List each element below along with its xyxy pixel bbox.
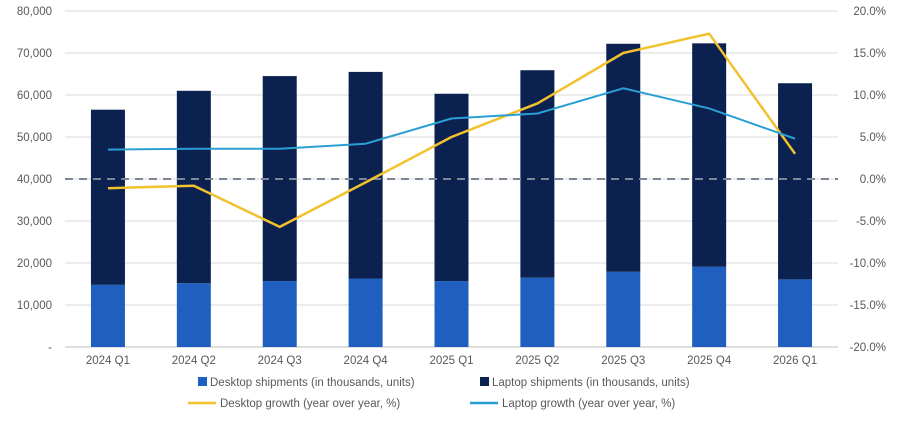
bar-desktop-shipments — [348, 278, 383, 347]
bar-laptop-shipments — [606, 43, 641, 272]
y-left-tick-label: 60,000 — [17, 90, 52, 102]
x-tick-label: 2024 Q1 — [86, 355, 130, 367]
y-left-tick-label: 40,000 — [17, 174, 52, 186]
x-tick-label: 2024 Q2 — [172, 355, 216, 367]
y-right-tick-label: 15.0% — [853, 48, 886, 60]
bar-desktop-shipments — [520, 277, 555, 347]
y-right-tick-label: 20.0% — [853, 6, 886, 18]
y-left-tick-label: 70,000 — [17, 48, 52, 60]
bar-desktop-shipments — [778, 279, 813, 347]
x-tick-label: 2026 Q1 — [773, 355, 817, 367]
y-left-tick-label: 50,000 — [17, 132, 52, 144]
bar-laptop-shipments — [778, 83, 813, 280]
bar-laptop-shipments — [520, 70, 555, 278]
y-right-tick-label: 5.0% — [860, 132, 886, 144]
legend-swatch — [198, 377, 207, 386]
y-left-tick-label: 10,000 — [17, 300, 52, 312]
bar-desktop-shipments — [262, 281, 297, 347]
bar-laptop-shipments — [434, 93, 469, 282]
legend-label: Desktop growth (year over year, %) — [220, 398, 400, 410]
x-tick-label: 2025 Q2 — [515, 355, 559, 367]
line-desktop-growth — [107, 32, 797, 229]
legend-label: Desktop shipments (in thousands, units) — [210, 377, 415, 389]
x-tick-label: 2025 Q3 — [601, 355, 645, 367]
y-left-tick-label: 20,000 — [17, 258, 52, 270]
bar-desktop-shipments — [692, 266, 727, 347]
y-right-tick-label: -5.0% — [856, 216, 886, 228]
bar-laptop-shipments — [692, 43, 727, 267]
x-tick-label: 2025 Q4 — [687, 355, 732, 367]
y-right-tick-label: -10.0% — [850, 258, 886, 270]
bar-desktop-shipments — [434, 281, 469, 347]
y-right-tick-label: 10.0% — [853, 90, 886, 102]
bar-laptop-shipments — [90, 109, 125, 285]
legend-label: Laptop growth (year over year, %) — [502, 398, 675, 410]
y-left-tick-label: 80,000 — [17, 6, 52, 18]
line-laptop-growth — [107, 87, 796, 151]
y-left-tick-label: 30,000 — [17, 216, 52, 228]
bar-desktop-shipments — [606, 271, 641, 347]
bar-desktop-shipments — [90, 284, 125, 347]
y-left-tick-label: - — [48, 342, 52, 354]
legend-swatch — [480, 377, 489, 386]
y-right-tick-label: 0.0% — [860, 174, 886, 186]
y-right-tick-label: -20.0% — [850, 342, 886, 354]
x-tick-label: 2024 Q4 — [344, 355, 389, 367]
legend-label: Laptop shipments (in thousands, units) — [492, 377, 690, 389]
bar-desktop-shipments — [176, 283, 211, 347]
x-tick-label: 2024 Q3 — [258, 355, 302, 367]
y-right-tick-label: -15.0% — [850, 300, 886, 312]
x-tick-label: 2025 Q1 — [429, 355, 473, 367]
